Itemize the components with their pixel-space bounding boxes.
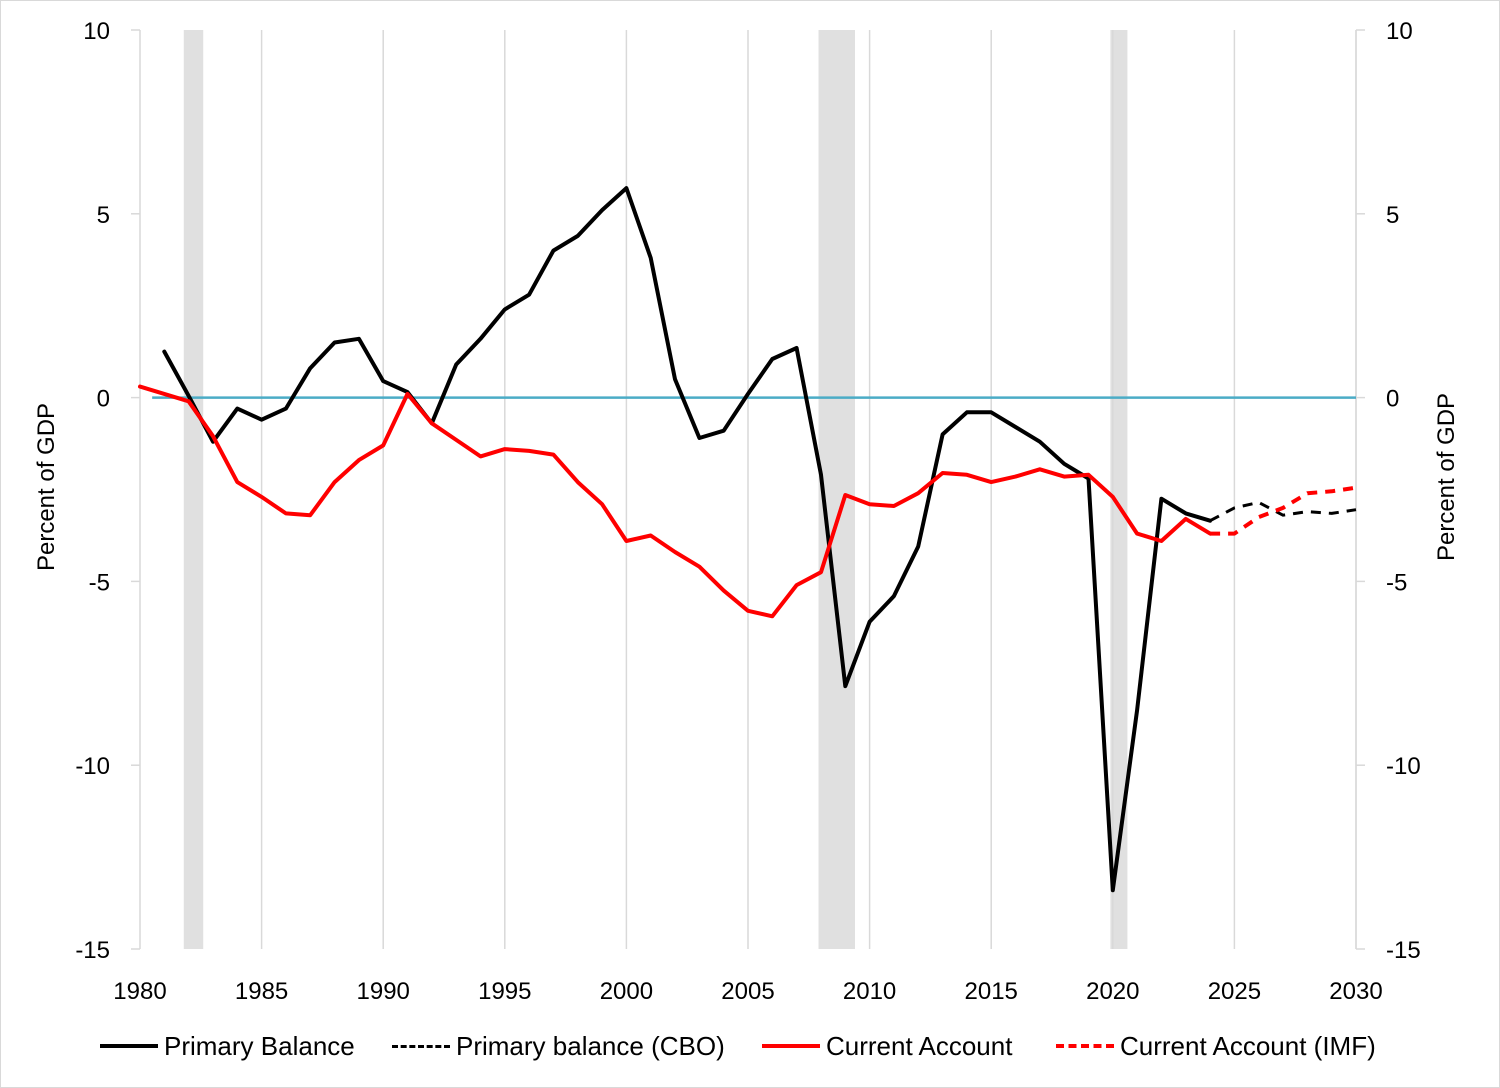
legend-label: Current Account [826,1030,1013,1061]
x-tick-label: 2010 [843,978,896,1005]
x-tick-label: 1990 [357,978,410,1005]
y-tick-label-left: 0 [97,386,110,413]
legend-label: Primary Balance [164,1030,355,1061]
x-tick-label: 2020 [1086,978,1139,1005]
x-tick-label: 2025 [1208,978,1261,1005]
left-y-axis: 10 5 0 -5 -10 -15 [75,18,140,964]
right-y-axis-label: Percent of GDP [1433,393,1460,561]
x-tick-label: 2030 [1329,978,1382,1005]
legend-swatch-solid-red [762,1044,820,1048]
y-tick-label-right: 5 [1386,202,1399,229]
y-tick-label-left: 5 [97,202,110,229]
gridlines [139,30,1357,949]
y-tick-label-right: 0 [1386,386,1399,413]
y-tick-label-left: -5 [89,569,110,596]
x-tick-label: 2005 [721,978,774,1005]
x-tick-label: 1980 [113,978,166,1005]
legend-item-current-account-imf: Current Account (IMF) [1056,1026,1376,1066]
x-tick-label: 1985 [235,978,288,1005]
y-tick-label-right: -5 [1386,569,1407,596]
legend-swatch-dashed-black [392,1044,450,1048]
y-tick-label-left: -10 [75,753,110,780]
series-line-current-account-imf [1210,485,1357,536]
recession-band [1110,30,1128,949]
series-layer [138,186,1357,893]
y-tick-label-left: 10 [83,18,110,45]
legend: Primary Balance Primary balance (CBO) Cu… [0,1026,1500,1066]
y-tick-label-left: -15 [75,937,110,964]
legend-swatch-solid-black [100,1044,158,1048]
series-line-current-account [138,384,1213,619]
legend-label: Current Account (IMF) [1120,1030,1376,1061]
series-line-primary-balance-cbo [1209,500,1357,523]
y-tick-label-right: -10 [1386,753,1421,780]
y-tick-label-right: 10 [1386,18,1413,45]
x-tick-label: 2000 [600,978,653,1005]
recession-shading [183,30,1128,949]
legend-swatch-dashed-red [1056,1044,1114,1048]
left-y-axis-label: Percent of GDP [33,403,60,571]
legend-item-primary-balance-cbo: Primary balance (CBO) [392,1026,725,1066]
x-tick-label: 1995 [478,978,531,1005]
right-y-axis: 10 5 0 -5 -10 -15 [1356,18,1421,964]
recession-band [183,30,204,949]
x-tick-label: 2015 [965,978,1018,1005]
legend-item-current-account: Current Account [762,1026,1012,1066]
x-axis: 1980 1985 1990 1995 2000 2005 2010 2015 2020 2025… [113,978,1382,1005]
series-line-primary-balance [162,186,1213,893]
y-tick-label-right: -15 [1386,937,1421,964]
legend-label: Primary balance (CBO) [456,1030,725,1061]
legend-item-primary-balance: Primary Balance [100,1026,355,1066]
